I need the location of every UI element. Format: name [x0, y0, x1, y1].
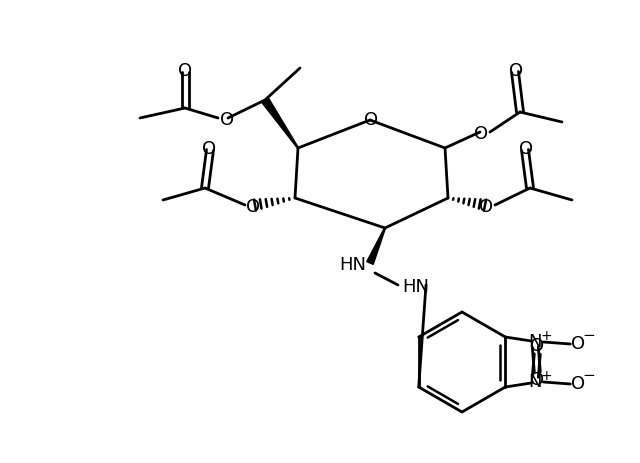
Text: O: O: [479, 198, 493, 216]
Text: +: +: [541, 369, 552, 383]
Text: N: N: [529, 333, 542, 351]
Text: O: O: [202, 140, 216, 158]
Text: O: O: [572, 375, 586, 393]
Text: O: O: [530, 337, 545, 355]
Text: O: O: [474, 125, 488, 143]
Text: O: O: [220, 111, 234, 129]
Polygon shape: [262, 98, 298, 148]
Text: O: O: [509, 62, 523, 80]
Text: O: O: [246, 198, 260, 216]
Text: HN: HN: [403, 278, 429, 296]
Text: HN: HN: [339, 256, 367, 274]
Text: +: +: [541, 329, 552, 343]
Text: −: −: [582, 329, 595, 344]
Text: O: O: [364, 111, 378, 129]
Text: O: O: [530, 371, 545, 389]
Text: −: −: [582, 369, 595, 383]
Polygon shape: [367, 228, 385, 264]
Text: N: N: [529, 373, 542, 391]
Text: O: O: [572, 335, 586, 353]
Text: O: O: [519, 140, 533, 158]
Text: O: O: [178, 62, 192, 80]
